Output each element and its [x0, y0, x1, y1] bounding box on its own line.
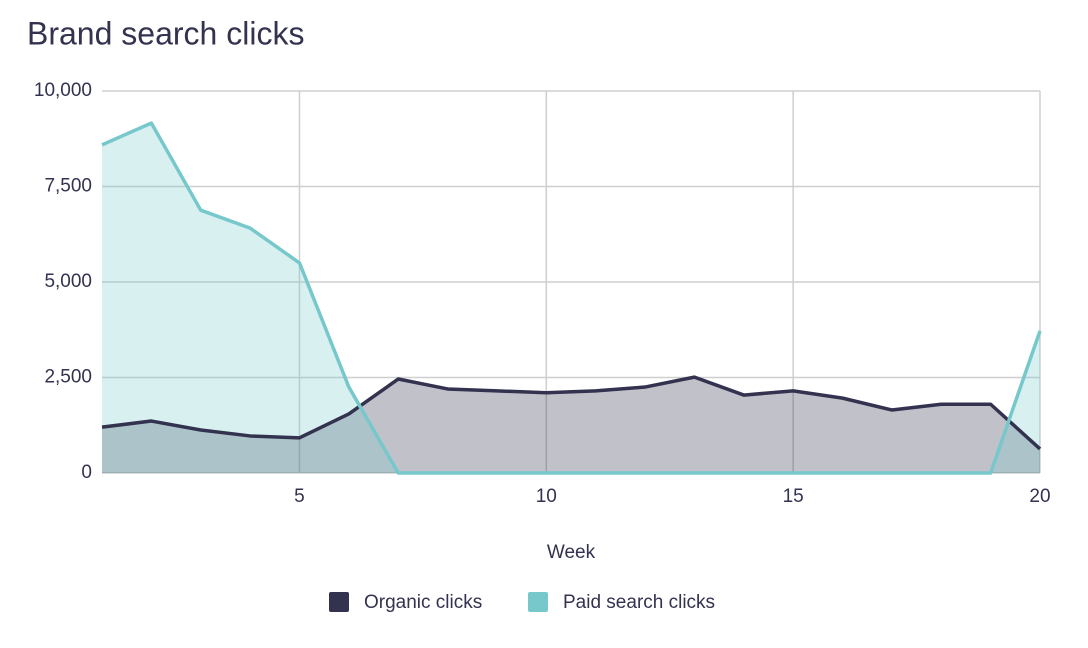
- line: [101, 375, 1042, 451]
- line: [101, 121, 1042, 475]
- y-tick-label: 2,500: [44, 367, 92, 388]
- x-tick-label: 15: [783, 486, 804, 507]
- y-tick-label: 5,000: [44, 271, 92, 292]
- y-tick-label: 7,500: [44, 176, 92, 197]
- x-axis-label: Week: [547, 542, 596, 563]
- legend-swatch: [329, 592, 349, 612]
- y-tick-label: 0: [81, 462, 92, 483]
- y-tick-label: 10,000: [34, 80, 92, 101]
- x-tick-label: 20: [1029, 486, 1050, 507]
- x-tick-label: 10: [536, 486, 557, 507]
- legend-swatch: [528, 592, 548, 612]
- chart-title: Brand search clicks: [27, 15, 304, 51]
- legend-label: Paid search clicks: [563, 592, 715, 613]
- area: [102, 123, 1040, 473]
- x-tick-label: 5: [294, 486, 305, 507]
- legend-label: Organic clicks: [364, 592, 482, 613]
- area: [102, 377, 1040, 473]
